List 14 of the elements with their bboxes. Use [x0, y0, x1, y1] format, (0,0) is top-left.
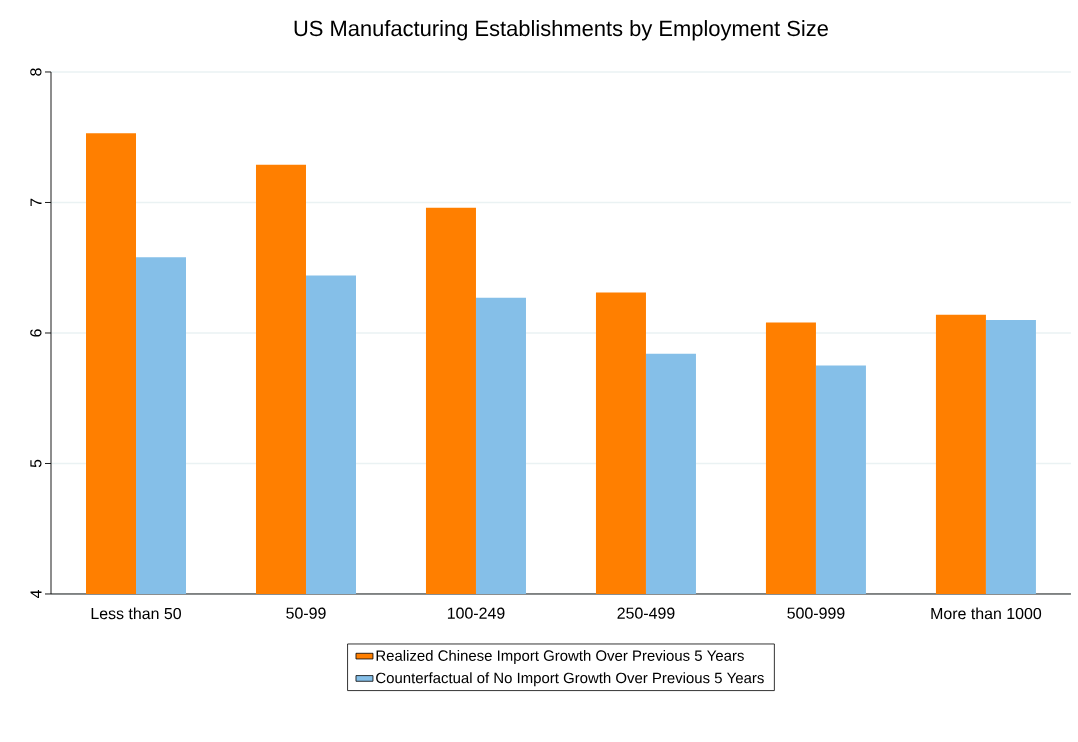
- x-tick-label: 100-249: [447, 607, 505, 619]
- x-tick-label: 500-999: [787, 607, 845, 619]
- x-tick-label: More than 1000: [931, 607, 1042, 620]
- y-tick-label: 7: [30, 198, 42, 207]
- x-tick-label: 50-99: [286, 607, 326, 619]
- x-tick-label: 250-499: [617, 607, 675, 619]
- x-tick-label: Less than 50: [91, 607, 181, 620]
- y-tick-label: 4: [30, 590, 42, 599]
- legend-label: Realized Chinese Import Growth Over Previous 5 Years: [376, 649, 744, 664]
- y-tick-label: 6: [30, 329, 42, 337]
- y-tick-label: 5: [30, 459, 42, 468]
- legend-label: Counterfactual of No Import Growth Over Previous 5 Years: [376, 672, 764, 687]
- chart-title: US Manufacturing Establishments by Employment Size: [294, 20, 828, 41]
- y-tick-label: 8: [30, 68, 42, 76]
